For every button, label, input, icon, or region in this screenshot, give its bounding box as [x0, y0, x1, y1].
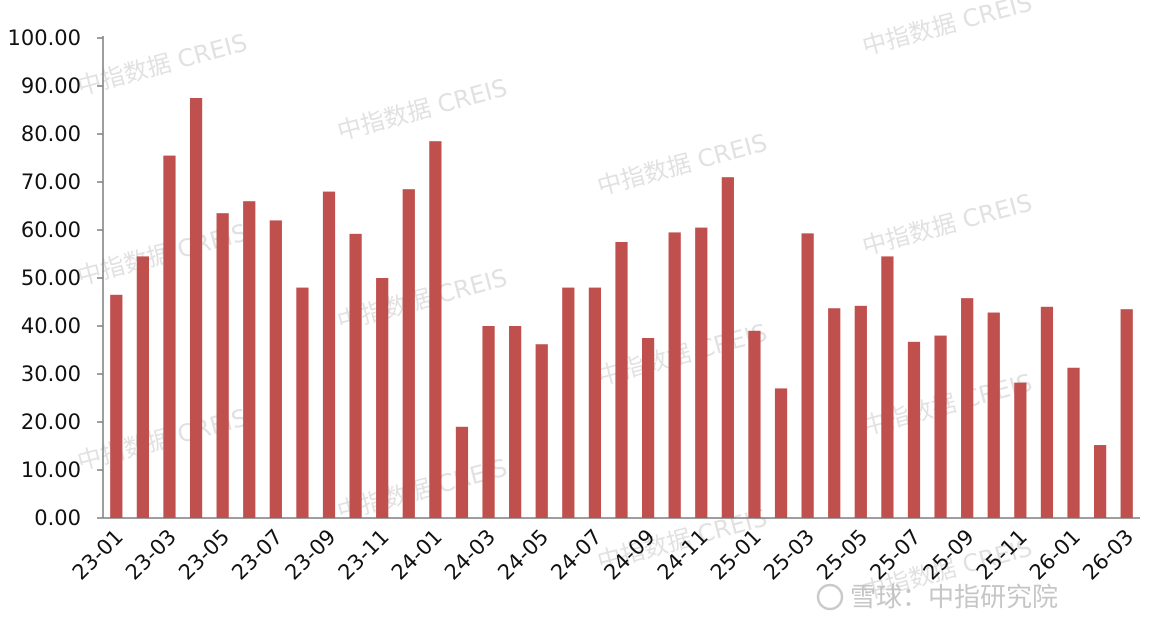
x-tick-label: 23-05 — [174, 525, 234, 585]
bars-group — [110, 98, 1133, 519]
bar-23-11 — [376, 278, 389, 518]
watermark-text: 中指数据 CREIS — [594, 129, 770, 201]
y-tick-label: 80.00 — [21, 122, 81, 146]
bar-24-04 — [509, 326, 522, 518]
x-tick-label: 23-09 — [280, 525, 340, 585]
bar-25-04 — [828, 308, 841, 518]
bar-24-06 — [562, 287, 575, 518]
bar-25-05 — [854, 305, 867, 518]
bar-23-01 — [110, 294, 123, 518]
y-tick-label: 10.00 — [21, 458, 81, 482]
x-tick-label: 23-01 — [68, 525, 128, 585]
bar-23-04 — [189, 98, 203, 518]
bar-26-03 — [1120, 309, 1133, 518]
bar-25-03 — [801, 233, 814, 519]
bar-23-09 — [322, 191, 336, 518]
bar-23-10 — [349, 233, 362, 518]
y-tick-label: 50.00 — [21, 266, 81, 290]
watermark-text: 中指数据 CREIS — [859, 0, 1035, 61]
bar-26-02 — [1093, 445, 1107, 518]
bar-24-09 — [641, 338, 655, 518]
bar-25-06 — [881, 256, 894, 518]
bar-25-02 — [774, 388, 788, 518]
bar-23-03 — [163, 155, 176, 518]
bar-24-07 — [588, 287, 602, 518]
bar-24-12 — [721, 177, 734, 518]
y-tick-label: 0.00 — [34, 506, 81, 530]
bar-23-08 — [296, 287, 309, 518]
bar-24-10 — [668, 232, 681, 518]
footer-text: 雪球：中指研究院 — [850, 583, 1058, 613]
watermark-text: 中指数据 CREIS — [859, 189, 1035, 261]
bar-25-10 — [987, 312, 1000, 518]
bar-25-09 — [961, 298, 974, 518]
x-tick-label: 24-01 — [387, 525, 447, 585]
bar-24-08 — [615, 242, 628, 518]
bar-23-12 — [402, 189, 415, 518]
bar-25-01 — [748, 330, 761, 518]
bar-23-06 — [243, 201, 256, 518]
bar-24-05 — [535, 344, 548, 518]
x-tick-label: 25-03 — [759, 525, 819, 585]
bar-24-02 — [455, 426, 469, 518]
bar-23-07 — [269, 220, 282, 518]
y-tick-label: 60.00 — [21, 218, 81, 242]
watermark-text: 中指数据 CREIS — [74, 29, 250, 101]
y-tick-label: 40.00 — [21, 314, 81, 338]
x-tick-label: 23-11 — [334, 525, 394, 585]
y-tick-label: 100.00 — [8, 26, 81, 50]
y-tick-label: 90.00 — [21, 74, 81, 98]
x-tick-label: 26-01 — [1025, 525, 1085, 585]
snowball-logo-icon — [816, 583, 844, 611]
bar-23-05 — [216, 213, 229, 518]
watermark-text: 中指数据 CREIS — [334, 74, 510, 146]
y-tick-labels: 0.00 10.00 20.00 30.00 40.00 50.00 60.00 70.00 8… — [8, 26, 81, 530]
y-tick-label: 70.00 — [21, 170, 81, 194]
bar-24-11 — [695, 227, 708, 518]
x-tick-label: 23-07 — [227, 525, 287, 585]
bar-26-01 — [1067, 367, 1080, 518]
x-tick-label: 24-05 — [493, 525, 553, 585]
y-tick-label: 30.00 — [21, 362, 81, 386]
bar-23-02 — [136, 256, 150, 518]
footer: 雪球：中指研究院 — [816, 583, 1058, 613]
x-tick-label: 23-03 — [121, 525, 181, 585]
bar-25-11 — [1014, 382, 1027, 518]
x-tick-label: 25-05 — [812, 525, 872, 585]
x-tick-label: 26-03 — [1078, 525, 1138, 585]
x-tick-label: 24-03 — [440, 525, 500, 585]
bar-25-12 — [1040, 306, 1054, 518]
bar-24-01 — [429, 141, 442, 518]
bar-24-03 — [482, 326, 495, 518]
bar-25-08 — [934, 335, 947, 518]
y-tick-label: 20.00 — [21, 410, 81, 434]
bar-25-07 — [907, 341, 921, 518]
